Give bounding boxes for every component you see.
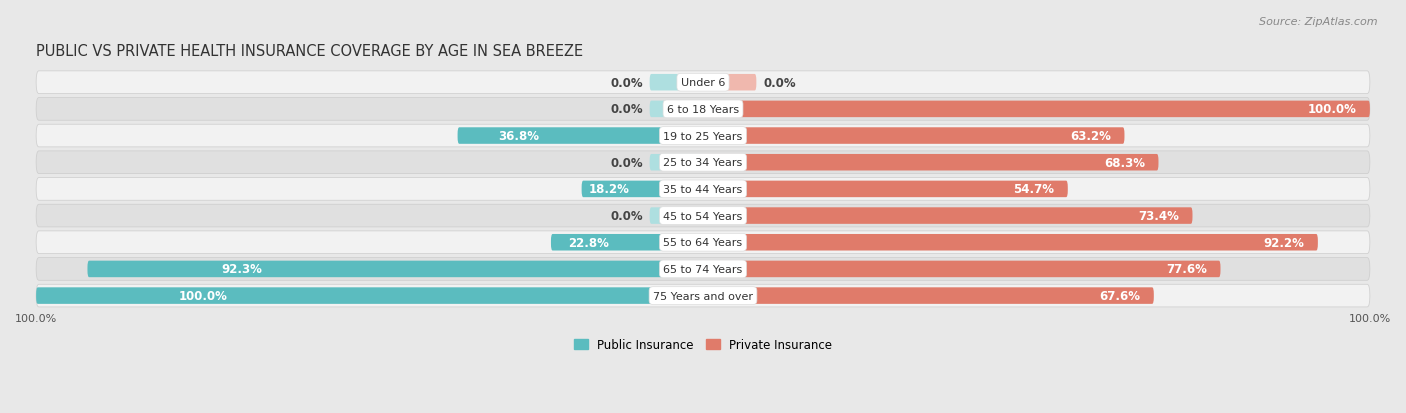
Text: 100.0%: 100.0% bbox=[179, 290, 228, 302]
Text: 22.8%: 22.8% bbox=[568, 236, 609, 249]
FancyBboxPatch shape bbox=[37, 72, 1369, 94]
Text: 0.0%: 0.0% bbox=[610, 209, 643, 223]
Text: 45 to 54 Years: 45 to 54 Years bbox=[664, 211, 742, 221]
FancyBboxPatch shape bbox=[37, 285, 1369, 307]
FancyBboxPatch shape bbox=[650, 75, 703, 91]
Legend: Public Insurance, Private Insurance: Public Insurance, Private Insurance bbox=[569, 334, 837, 356]
FancyBboxPatch shape bbox=[37, 205, 1369, 228]
Text: 0.0%: 0.0% bbox=[610, 76, 643, 90]
Text: 19 to 25 Years: 19 to 25 Years bbox=[664, 131, 742, 141]
FancyBboxPatch shape bbox=[650, 101, 703, 118]
Text: 92.3%: 92.3% bbox=[221, 263, 262, 276]
FancyBboxPatch shape bbox=[37, 287, 703, 304]
FancyBboxPatch shape bbox=[703, 101, 1369, 118]
Text: 54.7%: 54.7% bbox=[1014, 183, 1054, 196]
FancyBboxPatch shape bbox=[37, 258, 1369, 280]
FancyBboxPatch shape bbox=[37, 98, 1369, 121]
FancyBboxPatch shape bbox=[87, 261, 703, 278]
Text: 55 to 64 Years: 55 to 64 Years bbox=[664, 237, 742, 248]
FancyBboxPatch shape bbox=[703, 208, 1192, 224]
FancyBboxPatch shape bbox=[703, 181, 1067, 198]
FancyBboxPatch shape bbox=[37, 231, 1369, 254]
FancyBboxPatch shape bbox=[703, 287, 1154, 304]
FancyBboxPatch shape bbox=[650, 154, 703, 171]
Text: 67.6%: 67.6% bbox=[1099, 290, 1140, 302]
FancyBboxPatch shape bbox=[650, 208, 703, 224]
FancyBboxPatch shape bbox=[703, 261, 1220, 278]
FancyBboxPatch shape bbox=[582, 181, 703, 198]
Text: 0.0%: 0.0% bbox=[610, 103, 643, 116]
Text: 65 to 74 Years: 65 to 74 Years bbox=[664, 264, 742, 274]
Text: 63.2%: 63.2% bbox=[1070, 130, 1111, 143]
Text: 73.4%: 73.4% bbox=[1139, 209, 1180, 223]
FancyBboxPatch shape bbox=[457, 128, 703, 145]
FancyBboxPatch shape bbox=[37, 152, 1369, 174]
Text: 100.0%: 100.0% bbox=[1308, 103, 1357, 116]
Text: Under 6: Under 6 bbox=[681, 78, 725, 88]
Text: 0.0%: 0.0% bbox=[763, 76, 796, 90]
Text: Source: ZipAtlas.com: Source: ZipAtlas.com bbox=[1260, 17, 1378, 26]
Text: PUBLIC VS PRIVATE HEALTH INSURANCE COVERAGE BY AGE IN SEA BREEZE: PUBLIC VS PRIVATE HEALTH INSURANCE COVER… bbox=[37, 44, 583, 59]
Text: 25 to 34 Years: 25 to 34 Years bbox=[664, 158, 742, 168]
FancyBboxPatch shape bbox=[703, 154, 1159, 171]
FancyBboxPatch shape bbox=[37, 178, 1369, 201]
Text: 77.6%: 77.6% bbox=[1167, 263, 1208, 276]
Text: 36.8%: 36.8% bbox=[499, 130, 540, 143]
Text: 68.3%: 68.3% bbox=[1104, 157, 1144, 169]
FancyBboxPatch shape bbox=[37, 125, 1369, 147]
FancyBboxPatch shape bbox=[703, 128, 1125, 145]
Text: 6 to 18 Years: 6 to 18 Years bbox=[666, 104, 740, 114]
Text: 0.0%: 0.0% bbox=[610, 157, 643, 169]
Text: 92.2%: 92.2% bbox=[1264, 236, 1305, 249]
Text: 35 to 44 Years: 35 to 44 Years bbox=[664, 185, 742, 195]
FancyBboxPatch shape bbox=[551, 235, 703, 251]
FancyBboxPatch shape bbox=[703, 75, 756, 91]
Text: 75 Years and over: 75 Years and over bbox=[652, 291, 754, 301]
FancyBboxPatch shape bbox=[703, 235, 1317, 251]
Text: 18.2%: 18.2% bbox=[588, 183, 628, 196]
